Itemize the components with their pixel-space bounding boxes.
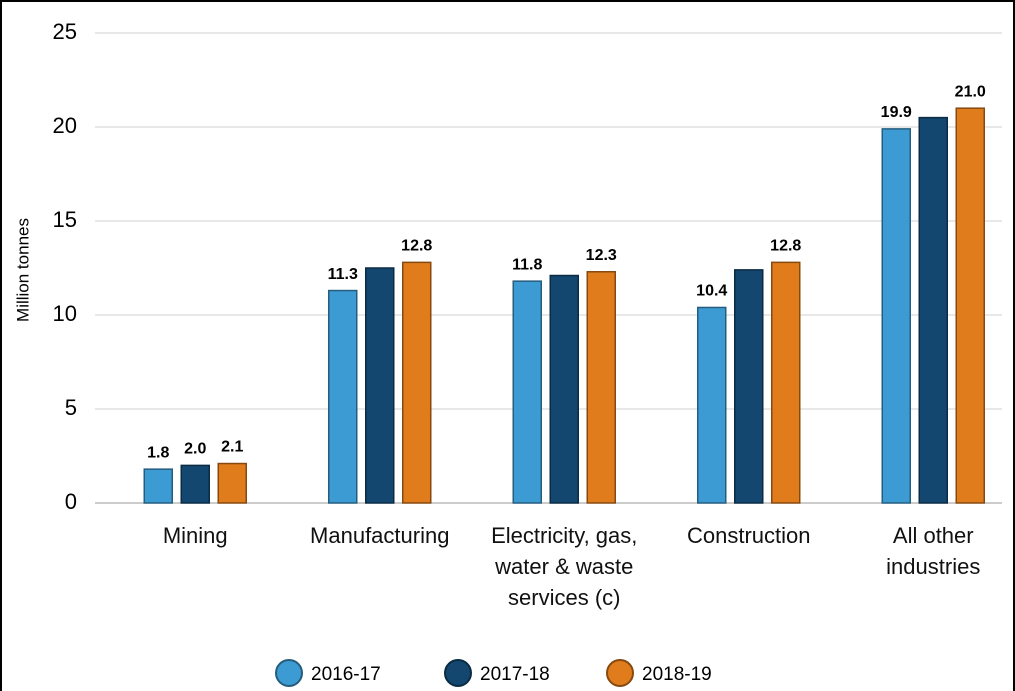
y-tick-label: 15 — [53, 207, 77, 232]
legend-label: 2016-17 — [311, 664, 381, 685]
bar — [402, 261, 432, 504]
bar — [955, 107, 985, 504]
data-label: 2.1 — [221, 439, 243, 456]
bar — [771, 261, 801, 504]
y-axis-label: Million tonnes — [13, 218, 32, 322]
bar — [734, 269, 764, 504]
bar — [549, 274, 579, 504]
data-label: 11.3 — [328, 266, 358, 283]
legend-label: 2018-19 — [642, 664, 712, 685]
legend-marker — [606, 659, 634, 687]
bar — [328, 289, 358, 504]
bar — [143, 468, 173, 504]
data-label: 21.0 — [955, 83, 986, 100]
legend-label: 2017-18 — [480, 664, 550, 685]
data-label: 1.8 — [147, 444, 169, 461]
legend-marker — [275, 659, 303, 687]
data-label: 12.8 — [770, 238, 801, 255]
bar — [180, 464, 210, 504]
bar — [512, 280, 542, 504]
bar — [918, 116, 948, 504]
x-tick-label: Manufacturing — [310, 523, 450, 548]
bar — [586, 271, 616, 504]
y-tick-label: 0 — [65, 489, 77, 514]
data-label: 19.9 — [881, 104, 912, 121]
x-tick-label: Mining — [162, 523, 228, 548]
y-tick-label: 5 — [65, 395, 77, 420]
bar — [697, 306, 727, 504]
bar — [365, 267, 395, 504]
y-tick-label: 20 — [53, 113, 77, 138]
data-label: 2.0 — [184, 441, 206, 458]
bar — [217, 462, 247, 504]
data-label: 12.8 — [401, 238, 432, 255]
data-label: 10.4 — [696, 283, 727, 300]
legend-marker — [444, 659, 472, 687]
bar — [881, 128, 911, 504]
data-label: 11.8 — [512, 256, 542, 273]
x-tick-label: All other industries — [886, 523, 981, 579]
x-tick-label: Construction — [686, 523, 811, 548]
y-tick-label: 10 — [53, 301, 77, 326]
y-tick-label: 25 — [53, 19, 77, 44]
data-label: 12.3 — [586, 247, 617, 264]
x-tick-label: Electricity, gas, water & waste services… — [491, 523, 638, 610]
